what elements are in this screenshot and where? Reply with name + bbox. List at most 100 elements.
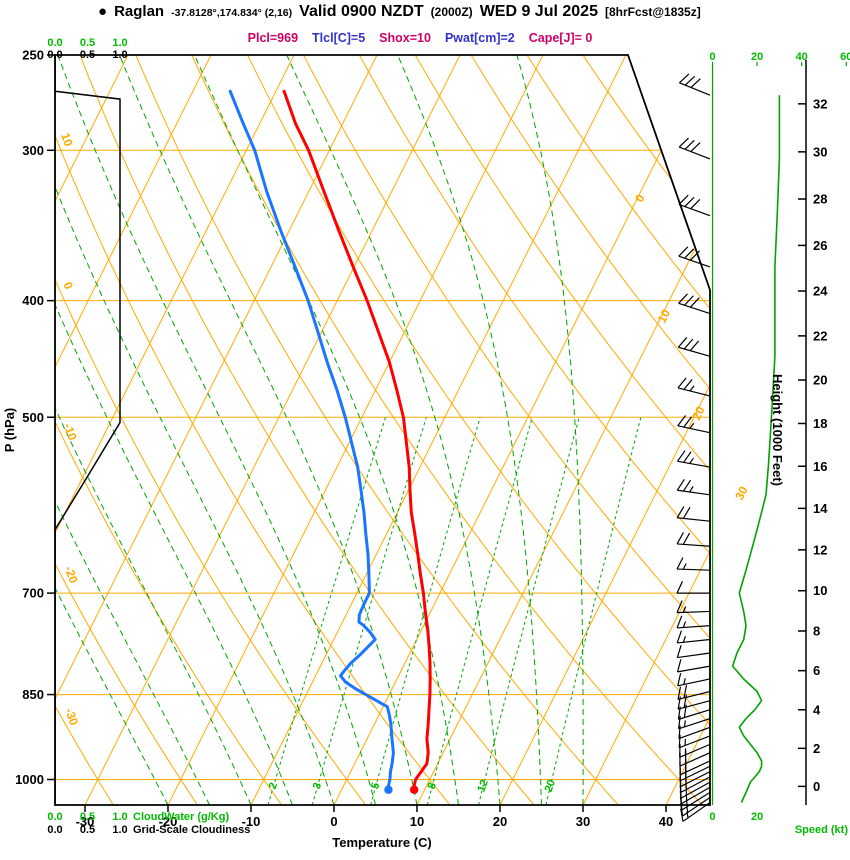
isotherm-line xyxy=(167,55,544,805)
wind-barb-half xyxy=(683,678,686,685)
cloudiness-scale-title: Grid-Scale Cloudiness xyxy=(133,824,250,836)
orange-gridlines xyxy=(55,55,710,805)
moist-adiabat-line xyxy=(286,55,501,805)
pressure-tick-label: 500 xyxy=(22,410,44,425)
wind-barb-full xyxy=(690,142,701,152)
wind-barb-half xyxy=(689,457,694,464)
wind-barb-staff xyxy=(679,743,711,758)
cloudiness-scale-bottom-label: 1.0 xyxy=(112,824,127,836)
wind-barb xyxy=(677,673,711,687)
wind-barb-full xyxy=(678,293,688,304)
moist-adiabat-line xyxy=(516,55,584,805)
wind-barb-full xyxy=(690,250,700,261)
wind-barb-staff xyxy=(677,665,711,673)
height-tick-label: 6 xyxy=(813,663,820,678)
wind-barb-half xyxy=(682,563,687,570)
dry-adiabat-label: -30 xyxy=(62,706,81,727)
wind-barb xyxy=(677,377,711,397)
speed-axis: 0 20 40 600 20 xyxy=(709,51,850,823)
wind-barb-staff xyxy=(678,718,711,730)
cloudiness-scale-top-label: 0.0 xyxy=(47,49,62,61)
dry-adiabat-line xyxy=(79,55,535,805)
surface-temperature-dot xyxy=(409,785,419,794)
cloudiness-scale-bottom-label: 0.0 xyxy=(47,824,62,836)
wind-barb-full xyxy=(678,734,681,748)
wind-barb-full xyxy=(676,600,683,613)
height-tick-label: 14 xyxy=(813,501,828,516)
isotherm-line xyxy=(55,55,378,805)
temperature-tick-label: 30 xyxy=(576,814,590,829)
valid-time: Valid 0900 NZDT xyxy=(299,3,424,20)
temperature-tick-label: 10 xyxy=(410,814,424,829)
speed-tick-top-label: 40 xyxy=(796,51,808,63)
wind-barb-full xyxy=(677,450,686,462)
temperature-tick-label: -20 xyxy=(159,814,178,829)
wind-barb-full xyxy=(683,451,692,463)
mixing-ratio-line xyxy=(267,417,386,805)
moist-adiabat-line xyxy=(397,55,542,805)
wind-barb-full xyxy=(676,630,682,644)
wind-barb xyxy=(677,450,711,468)
wind-barb xyxy=(676,506,711,522)
wind-barb-full xyxy=(676,644,682,658)
dry-adiabat-line xyxy=(470,55,710,805)
wind-barb-full xyxy=(684,196,695,207)
dry-adiabat-line xyxy=(55,55,283,805)
wind-barb-staff xyxy=(677,517,711,522)
sounding-parameters: Plcl=969 Tlcl[C]=5 Shox=10 Pwat[cm]=2 Cape[J… xyxy=(90,31,750,45)
dry-adiabat-line xyxy=(358,55,710,805)
cloudwater-scale-top-label: 0.5 xyxy=(80,37,95,49)
mixing-ratio-line xyxy=(426,417,533,805)
wind-barb-full xyxy=(682,479,692,492)
wind-barb-half xyxy=(689,486,694,493)
dry-adiabat-line xyxy=(55,55,367,805)
height-tick-label: 32 xyxy=(813,96,827,111)
wind-barb-full xyxy=(677,377,687,389)
wind-barb xyxy=(678,194,711,217)
wind-barb-staff xyxy=(678,726,711,740)
sounding-parameter: Plcl=969 xyxy=(247,31,299,45)
mixing-ratio-label: 3 xyxy=(311,781,324,791)
wind-barb-staff xyxy=(678,203,711,217)
speed-tick-bottom-label: 20 xyxy=(751,811,763,823)
chart-title: ● Raglan -37.8128°,174.834° (2,16) Valid… xyxy=(98,3,701,21)
height-tick-label: 24 xyxy=(813,284,828,299)
wind-barb-full xyxy=(677,337,688,348)
wind-barb xyxy=(676,630,711,644)
wind-barb-staff xyxy=(680,781,711,799)
cloudwater-scale-top-label: 1.0 xyxy=(112,37,127,49)
dry-adiabat-label: 10 xyxy=(58,131,76,149)
isotherm-label: 30 xyxy=(732,484,751,503)
height-tick-label: 18 xyxy=(813,416,827,431)
wind-barb-half xyxy=(682,635,687,643)
wind-barb-full xyxy=(684,248,695,259)
wind-barb-staff xyxy=(677,387,711,397)
wind-barb-full xyxy=(683,685,688,699)
wind-barb-half xyxy=(683,720,686,727)
temperature-axis-title: Temperature (C) xyxy=(332,835,431,850)
wind-barb-full xyxy=(676,659,682,673)
height-tick-label: 20 xyxy=(813,373,827,388)
wind-barb-staff xyxy=(682,796,711,817)
mixing-ratio-line xyxy=(545,417,642,805)
dry-adiabat-line xyxy=(135,55,619,805)
wind-barb-full xyxy=(676,478,685,491)
speed-axis-title: Speed (kt) xyxy=(795,824,849,836)
mixing-ratio-label: 5 xyxy=(369,781,382,791)
wind-barb xyxy=(676,615,711,629)
wind-barb-full xyxy=(682,506,691,519)
wind-barb xyxy=(678,246,711,268)
wind-barb xyxy=(677,685,711,701)
wind-barb-full xyxy=(677,673,682,686)
moist-adiabat-line xyxy=(55,55,169,805)
height-tick-label: 28 xyxy=(813,192,827,207)
wind-barb-full xyxy=(677,686,682,700)
temperature-tick-label: 40 xyxy=(659,814,673,829)
wind-barb-staff xyxy=(678,302,711,315)
wind-barb-staff xyxy=(679,82,711,96)
temperature-tick-label: 20 xyxy=(493,814,507,829)
cloudiness-profile-line xyxy=(55,55,121,805)
mixing-ratio-label: 20 xyxy=(543,778,558,794)
pressure-tick-label: 300 xyxy=(22,143,44,158)
